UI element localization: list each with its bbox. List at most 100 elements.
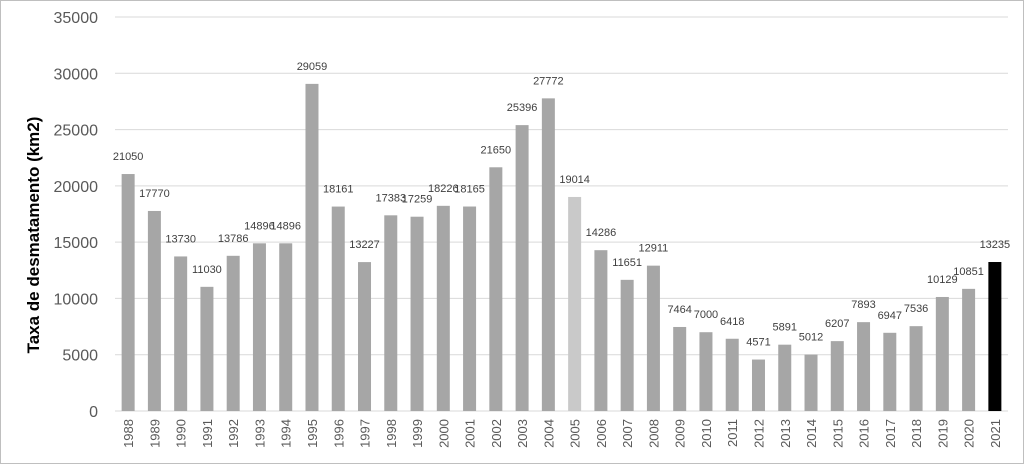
x-tick-label-2008: 2008: [646, 419, 661, 448]
x-tick-label-2011: 2011: [725, 419, 740, 447]
data-label-1993: 14896: [244, 220, 275, 232]
bar-1993: [252, 243, 266, 411]
x-tick-label-2002: 2002: [489, 419, 504, 448]
data-label-1994: 14896: [270, 220, 301, 232]
x-axis-ticks: 1988 1989 1990 1991 1992 1993 1994 1995 1996 1997…: [121, 419, 1003, 448]
x-tick-label-2021: 2021: [988, 419, 1003, 448]
x-tick-label-1995: 1995: [305, 419, 320, 448]
x-tick-label-1994: 1994: [279, 419, 294, 448]
x-tick-label-2003: 2003: [515, 419, 530, 448]
bar-2019: [935, 296, 949, 411]
data-label-2020: 10851: [953, 266, 984, 278]
x-tick-label-1991: 1991: [200, 419, 215, 448]
data-label-2005: 19014: [559, 174, 590, 186]
bar-1991: [200, 286, 214, 411]
data-label-2004: 27772: [533, 75, 564, 87]
data-label-1992: 13786: [218, 233, 249, 245]
x-tick-label-1993: 1993: [252, 419, 267, 448]
bar-2005: [568, 196, 582, 411]
x-tick-label-2001: 2001: [463, 419, 478, 448]
x-tick-label-2016: 2016: [857, 419, 872, 448]
x-tick-label-2018: 2018: [909, 419, 924, 448]
data-label-1995: 29059: [297, 61, 328, 73]
data-label-2013: 5891: [773, 322, 797, 334]
x-tick-label-2006: 2006: [594, 419, 609, 448]
data-label-2000: 18226: [428, 183, 459, 195]
data-label-1996: 18161: [323, 184, 354, 196]
x-tick-label-1989: 1989: [147, 419, 162, 448]
bar-1996: [331, 206, 345, 411]
bar-1994: [279, 243, 293, 411]
x-tick-label-1999: 1999: [410, 419, 425, 448]
bar-1989: [147, 210, 161, 411]
y-axis-label: Taxa de desmatamento (km2): [24, 117, 43, 354]
bar-1992: [226, 255, 240, 411]
data-label-1988: 21050: [113, 151, 144, 163]
bar-1990: [174, 256, 188, 411]
bar-2020: [962, 288, 976, 411]
bar-2008: [646, 265, 660, 411]
bar-2012: [751, 359, 765, 411]
y-tick-label: 15000: [54, 235, 99, 252]
x-tick-label-2017: 2017: [883, 419, 898, 448]
y-tick-label: 20000: [54, 179, 99, 196]
data-label-2007: 11651: [612, 257, 642, 269]
y-tick-label: 0: [89, 404, 98, 421]
x-tick-label-2014: 2014: [804, 419, 819, 448]
data-label-1999: 17259: [402, 194, 433, 206]
data-label-2018: 7536: [904, 303, 928, 315]
y-axis-ticks: 0 5000 10000 15000 20000 25000 30000 35000: [54, 10, 99, 421]
x-tick-label-2020: 2020: [962, 419, 977, 448]
data-label-2001: 18165: [454, 184, 485, 196]
x-tick-label-1990: 1990: [174, 419, 189, 448]
x-tick-label-2004: 2004: [541, 419, 556, 448]
x-tick-label-1998: 1998: [384, 419, 399, 448]
bars: [121, 83, 1002, 412]
x-tick-label-2007: 2007: [620, 419, 635, 448]
x-tick-label-2019: 2019: [935, 419, 950, 448]
bar-2018: [909, 326, 923, 411]
bar-2015: [830, 341, 844, 411]
data-label-2017: 6947: [878, 310, 902, 322]
bar-2013: [778, 344, 792, 411]
bar-2011: [725, 338, 739, 411]
y-tick-label: 5000: [62, 348, 98, 365]
data-label-2003: 25396: [507, 102, 538, 114]
data-label-2015: 6207: [825, 318, 849, 330]
x-tick-label-1996: 1996: [331, 419, 346, 448]
x-tick-label-2010: 2010: [699, 419, 714, 448]
bar-2003: [515, 125, 529, 412]
y-tick-label: 35000: [54, 10, 99, 27]
bar-1995: [305, 83, 319, 411]
data-label-2008: 12911: [639, 243, 669, 255]
y-tick-label: 10000: [54, 291, 99, 308]
x-tick-label-2012: 2012: [751, 419, 766, 448]
x-tick-label-2000: 2000: [436, 419, 451, 448]
data-label-1997: 13227: [349, 239, 380, 251]
x-tick-label-2013: 2013: [778, 419, 793, 448]
bar-1999: [410, 216, 424, 411]
x-tick-label-2005: 2005: [568, 419, 583, 448]
x-tick-label-1997: 1997: [358, 419, 373, 448]
bar-2002: [489, 167, 503, 411]
bar-2017: [883, 332, 897, 411]
bar-2009: [673, 326, 687, 411]
x-tick-label-2009: 2009: [673, 419, 688, 448]
data-label-2012: 4571: [746, 337, 770, 349]
data-label-2021: 13235: [980, 239, 1011, 251]
data-label-2014: 5012: [799, 332, 823, 344]
bar-2016: [857, 322, 871, 411]
data-label-2006: 14286: [586, 227, 617, 239]
data-label-1991: 11030: [192, 264, 222, 276]
bar-2004: [541, 98, 555, 411]
bar-2010: [699, 332, 713, 411]
data-label-1998: 17383: [375, 192, 406, 204]
x-tick-label-1992: 1992: [226, 419, 241, 448]
data-label-2002: 21650: [481, 144, 512, 156]
bar-2021: [988, 262, 1002, 411]
bar-2000: [436, 205, 450, 411]
data-label-2010: 7000: [694, 309, 718, 321]
bar-2006: [594, 250, 608, 411]
x-tick-label-2015: 2015: [830, 419, 845, 448]
